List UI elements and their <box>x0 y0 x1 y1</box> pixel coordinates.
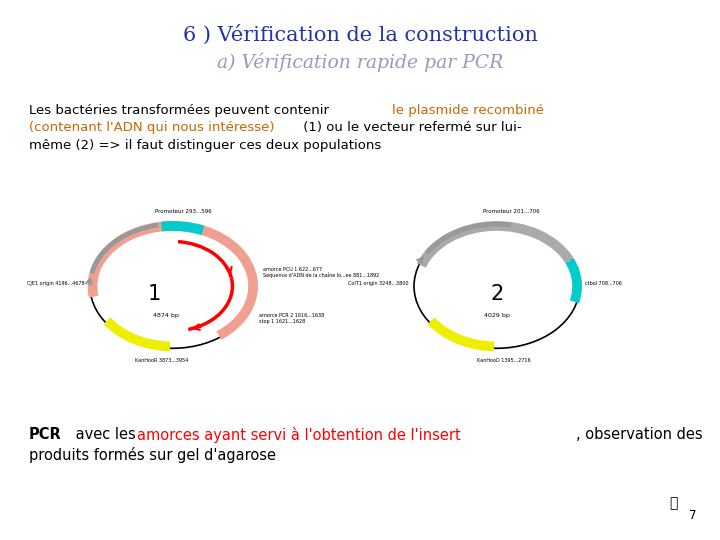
Text: 4874 bp: 4874 bp <box>153 313 179 319</box>
Text: a) Vérification rapide par PCR: a) Vérification rapide par PCR <box>217 52 503 72</box>
Text: 4029 bp: 4029 bp <box>484 313 510 319</box>
Text: ColT1 origin 3248...3800: ColT1 origin 3248...3800 <box>348 281 408 286</box>
Text: ctbol 708...706: ctbol 708...706 <box>585 281 622 286</box>
Text: Promoteur 293...596: Promoteur 293...596 <box>156 210 212 214</box>
Text: avec les: avec les <box>71 427 140 442</box>
Text: amorce PCU 1 622...677
Sequence d'ADN de la chaîne lo...ee 881...1892: amorce PCU 1 622...677 Sequence d'ADN de… <box>263 267 379 279</box>
Text: Les bactéries transformées peuvent contenir: Les bactéries transformées peuvent conte… <box>29 104 333 117</box>
Text: produits formés sur gel d'agarose: produits formés sur gel d'agarose <box>29 447 276 463</box>
Text: , observation des: , observation des <box>576 427 703 442</box>
Text: (1) ou le vecteur refermé sur lui-: (1) ou le vecteur refermé sur lui- <box>299 122 521 134</box>
Text: 7: 7 <box>689 509 696 522</box>
Text: amorce PCR 2 1616...1638
stop 1 1621...1628: amorce PCR 2 1616...1638 stop 1 1621...1… <box>259 313 325 324</box>
Text: le plasmide recombiné: le plasmide recombiné <box>392 104 544 117</box>
Text: (contenant l'ADN qui nous intéresse): (contenant l'ADN qui nous intéresse) <box>29 122 274 134</box>
Text: PCR: PCR <box>29 427 61 442</box>
Text: CJE1 origin 4196...4678: CJE1 origin 4196...4678 <box>27 281 84 286</box>
Text: 6 ) Vérification de la construction: 6 ) Vérification de la construction <box>183 25 537 45</box>
Text: KanHooR 3873...3954: KanHooR 3873...3954 <box>135 358 189 363</box>
Text: même (2) => il faut distinguer ces deux populations: même (2) => il faut distinguer ces deux … <box>29 139 381 152</box>
Text: 2: 2 <box>490 284 503 305</box>
Text: amorces ayant servi à l'obtention de l'insert: amorces ayant servi à l'obtention de l'i… <box>137 427 461 443</box>
Text: Promoteur 201...706: Promoteur 201...706 <box>483 210 539 214</box>
Text: KanHooD 1395...2716: KanHooD 1395...2716 <box>477 358 531 363</box>
Text: 🔊: 🔊 <box>669 496 678 510</box>
Text: 1: 1 <box>148 284 161 305</box>
